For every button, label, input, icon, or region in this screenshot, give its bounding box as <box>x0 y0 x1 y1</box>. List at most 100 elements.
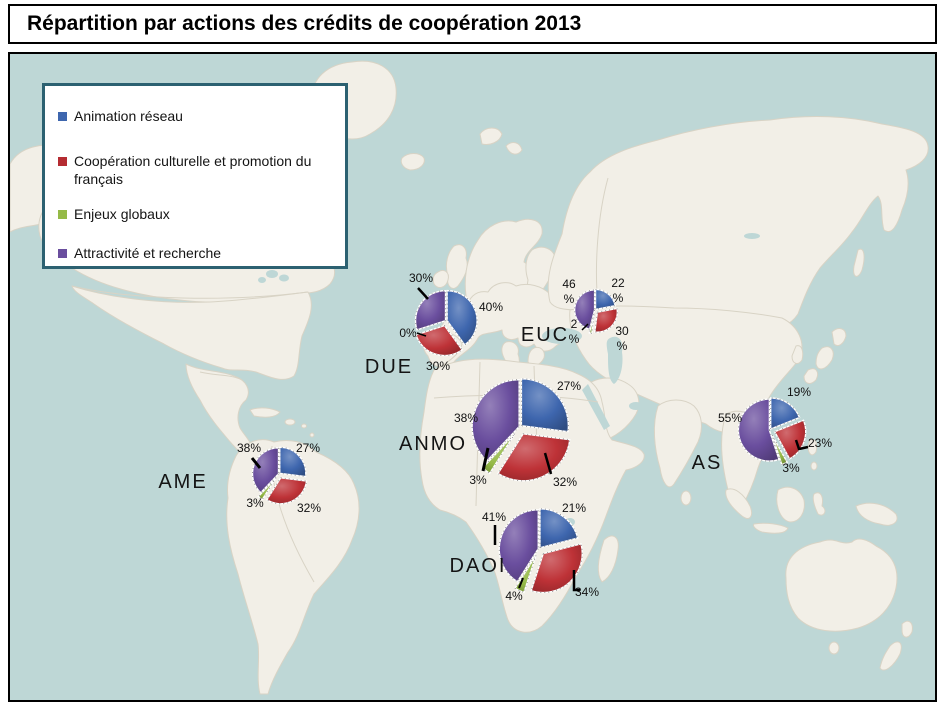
region-label-due: DUE <box>365 356 413 378</box>
pie-as: 19% 23% 3% 55% AS <box>692 385 833 475</box>
sea-red-sea <box>582 384 610 430</box>
pie-slice <box>498 509 539 583</box>
pie-due: 40% 30% 0% 30% DUE <box>365 271 503 378</box>
island-caribbean <box>309 432 315 438</box>
pie-value-label: 55% <box>718 411 742 425</box>
pie-euc: 22 % 30 % 2 % 46 % EUC <box>521 276 629 353</box>
pie-value-label: 27% <box>557 379 581 393</box>
island-japan <box>831 328 847 347</box>
legend: Animation réseau Coopération culturelle … <box>42 83 348 269</box>
island-svalbard <box>505 142 523 155</box>
island-new-zealand <box>879 641 902 671</box>
pie-value-label: 32% <box>553 475 577 489</box>
pie-value-label: 30% <box>426 359 450 373</box>
legend-label: Attractivité et recherche <box>74 245 222 261</box>
island-japan <box>803 368 819 384</box>
pie-value-label: 23% <box>808 436 832 450</box>
island-japan <box>815 346 834 370</box>
legend-item-cooperation-culturelle: Coopération culturelle et promotion du f… <box>58 152 342 188</box>
continent-australia <box>785 538 898 632</box>
label-leader-line <box>581 323 589 331</box>
legend-item-enjeux-globaux: Enjeux globaux <box>58 205 342 223</box>
pie-slice-outline <box>266 477 308 505</box>
island-iceland <box>400 153 425 171</box>
pie-anmo: 27% 32% 3% 38% ANMO <box>399 378 581 489</box>
pie-slice-outline <box>514 555 537 594</box>
pie-slice <box>414 289 447 331</box>
continent-south-america <box>226 439 360 695</box>
label-leader-line <box>250 457 262 469</box>
pie-value-label: 0% <box>399 326 417 340</box>
gulf-persian <box>629 402 643 410</box>
pies-layer: 40% 30% 0% 30% DUE 22 % 30 % 2 % 46 % EUC 27% 32% 3% 38% A… <box>158 271 832 603</box>
island-sulawesi <box>812 492 826 516</box>
island-new-guinea <box>855 502 898 526</box>
label-leader-line <box>543 452 553 475</box>
island-philippines <box>807 439 818 456</box>
map-canvas: 40% 30% 0% 30% DUE 22 % 30 % 2 % 46 % EUC 27% 32% 3% 38% A… <box>10 54 935 700</box>
legend-swatch-blue <box>58 112 67 121</box>
region-korea <box>791 345 804 364</box>
region-label-ame: AME <box>158 471 207 493</box>
pie-ame: 27% 32% 3% 38% AME <box>158 441 321 515</box>
label-leader-line <box>481 447 490 472</box>
island-sumatra <box>725 488 753 519</box>
pie-value-label: 34% <box>575 585 599 599</box>
lake-great-lakes <box>279 274 289 282</box>
label-leader-line <box>416 332 427 337</box>
pie-slice-outline <box>588 313 595 334</box>
legend-swatch-green <box>58 210 67 219</box>
island-sri-lanka <box>680 490 692 506</box>
legend-item-animation-reseau: Animation réseau <box>58 107 342 125</box>
legend-label: Enjeux globaux <box>74 206 170 222</box>
island-hispaniola <box>284 418 296 426</box>
pie-slice <box>471 378 520 462</box>
pie-slice-outline <box>774 419 807 460</box>
pie-value-label: 32% <box>297 501 321 515</box>
region-label-euc: EUC <box>521 324 569 346</box>
pie-value-label: 40% <box>479 300 503 314</box>
island-sakhalin <box>853 248 865 277</box>
island-madagascar <box>597 535 619 583</box>
legend-label: Coopération culturelle et promotion du f… <box>74 153 312 187</box>
pie-slice-outline <box>771 434 788 466</box>
pie-slice <box>415 324 464 357</box>
lake-great-lakes <box>266 270 278 278</box>
pie-slice <box>594 307 619 333</box>
region-label-anmo: ANMO <box>399 433 467 455</box>
pie-value-label: 30% <box>615 324 629 353</box>
pie-slice-outline <box>530 543 583 593</box>
island-ireland <box>432 269 449 288</box>
pie-value-label: 3% <box>782 461 800 475</box>
island-caribbean <box>301 423 307 429</box>
pie-value-label: 4% <box>505 589 523 603</box>
region-india <box>653 399 702 488</box>
region-label-daoi: DAOI <box>450 555 507 577</box>
pie-value-label: 38% <box>237 441 261 455</box>
sea-caspian <box>606 336 623 384</box>
pie-value-label: 3% <box>246 496 264 510</box>
legend-item-attractivite-recherche: Attractivité et recherche <box>58 244 342 262</box>
island-cuba <box>249 407 281 418</box>
pie-value-label: 19% <box>787 385 811 399</box>
legend-swatch-red <box>58 157 67 166</box>
pie-value-label: 21% <box>562 501 586 515</box>
pie-slice-outline <box>737 398 780 462</box>
sea-black-sea <box>542 328 582 344</box>
island-great-britain <box>445 244 468 289</box>
pie-slice-outline <box>539 508 579 549</box>
page-title: Répartition par actions des crédits de c… <box>27 12 582 35</box>
pie-slice-outline <box>595 288 616 310</box>
pie-daoi: 21% 34% 4% 41% DAOI <box>450 501 600 603</box>
pie-slice-outline <box>520 378 569 433</box>
legend-label: Animation réseau <box>74 108 183 124</box>
island-borneo <box>776 486 805 523</box>
pie-slice <box>769 397 801 431</box>
pie-slice-outline <box>446 290 478 346</box>
pie-slice-outline <box>497 433 571 482</box>
pie-value-label: 38% <box>454 411 478 425</box>
lake-baikal <box>744 233 760 239</box>
pie-slice-outline <box>252 447 279 494</box>
island-svalbard <box>479 127 503 145</box>
label-leader-line <box>518 577 524 589</box>
